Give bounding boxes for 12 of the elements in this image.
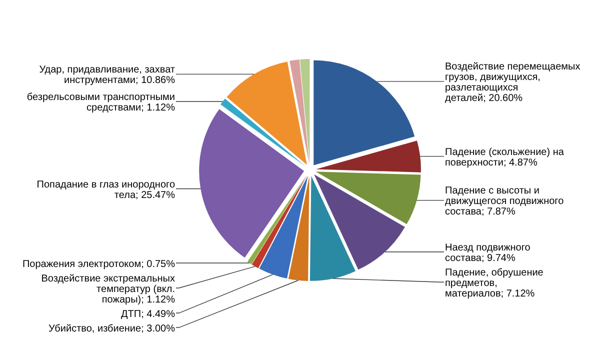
slice-label: Удар, придавливание, захват инструментами; 10.86%: [39, 64, 176, 86]
slice-label: Падение, обрушение предметов, материалов; 7.12%: [445, 267, 544, 300]
slice-label: Воздействие экстремальных температур (вкл. пожары); 1.12%: [41, 273, 176, 306]
slice-label: Наезд подвижного состава; 9.74%: [445, 242, 531, 264]
slice-label: Попадание в глаз инородного тела; 25.47%: [36, 179, 176, 201]
slice-label: безрельсовыми транспортными средствами; 1.12%: [26, 92, 176, 114]
slice-label: ДТП; 4.49%: [121, 308, 176, 320]
slice-label: Убийство, избиение; 3.00%: [48, 323, 176, 334]
slice-label: Падение с высоты и движущегося подвижного состава; 7.87%: [445, 186, 564, 218]
slice-label: Воздействие перемещаемых грузов, движущихся, разлетающихся деталей; 20.60%: [445, 61, 580, 104]
slice-label: Падение (скольжение) на поверхности; 4.87%: [445, 146, 564, 168]
slice-label: Поражения электротоком; 0.75%: [22, 258, 176, 270]
